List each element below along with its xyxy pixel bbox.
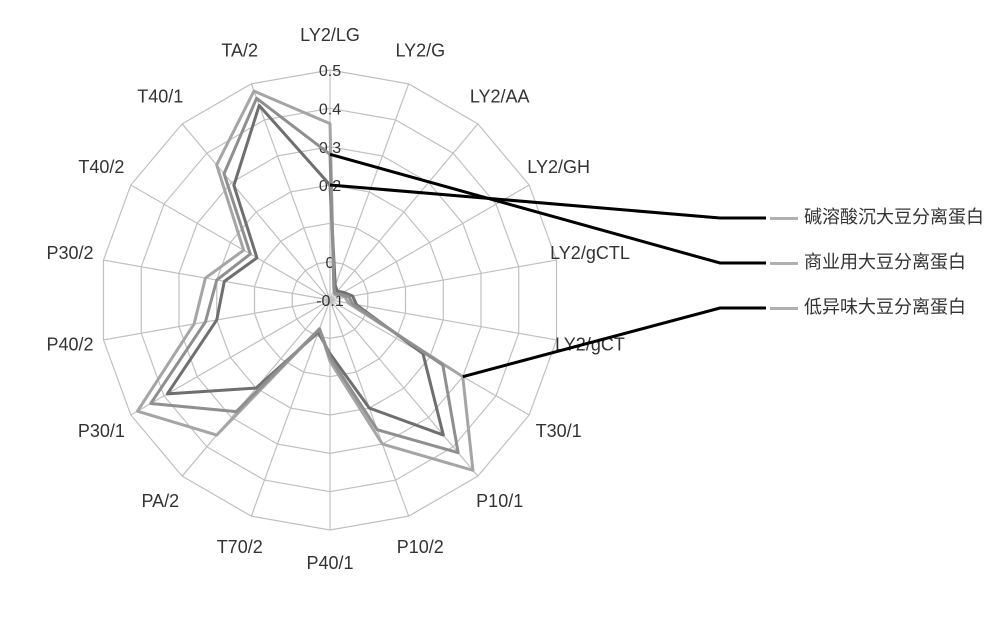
legend-swatch [770, 217, 798, 220]
legend-swatch [770, 307, 798, 310]
axis-label: LY2/LG [300, 25, 360, 45]
axis-label: LY2/gCTL [550, 243, 630, 263]
axis-label: PA/2 [141, 491, 179, 511]
legend-swatch [770, 262, 798, 265]
tick-label: 0.4 [319, 102, 341, 119]
leader-line [330, 185, 766, 218]
axis-label: LY2/GH [527, 157, 590, 177]
legend-label: 低异味大豆分离蛋白 [804, 297, 966, 317]
axis-label: LY2/AA [470, 87, 530, 107]
radar-chart: -0.100.20.30.40.5 LY2/LGLY2/GLY2/AALY2/G… [0, 0, 1000, 622]
axis-label: T30/1 [536, 421, 582, 441]
legend-label: 碱溶酸沉大豆分离蛋白 [804, 207, 984, 227]
axis-label: T40/1 [137, 87, 183, 107]
axis-label: TA/2 [221, 41, 258, 61]
axis-label: P10/2 [397, 537, 444, 557]
axis-label: P30/1 [78, 421, 125, 441]
axis-label: P10/1 [476, 491, 523, 511]
axis-label: P40/1 [306, 553, 353, 573]
axis-label: T40/2 [78, 157, 124, 177]
axis-label: T70/2 [217, 537, 263, 557]
axis-label: P30/2 [46, 243, 93, 263]
legend-label: 商业用大豆分离蛋白 [804, 252, 966, 272]
axis-label: LY2/G [395, 41, 445, 61]
axis-label: P40/2 [46, 335, 93, 355]
tick-label: 0.5 [319, 63, 341, 80]
series-line [137, 91, 472, 470]
